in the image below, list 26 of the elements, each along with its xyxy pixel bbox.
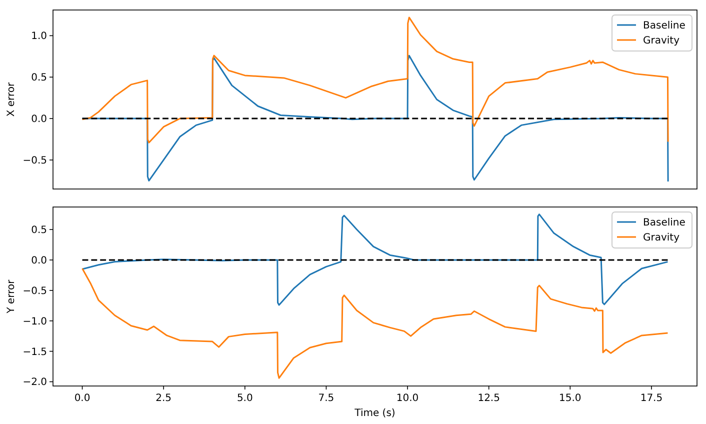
y-tick-label: −1.0	[22, 316, 47, 328]
legend-label: Gravity	[643, 36, 680, 46]
legend-label: Baseline	[643, 20, 686, 32]
x-tick-label: 0.0	[74, 393, 90, 404]
y-tick-label: 0.0	[31, 255, 47, 266]
y-tick-label: −0.5	[22, 286, 47, 297]
y-tick-label: 0.0	[31, 114, 47, 126]
x-tick-label: 17.5	[640, 393, 663, 404]
y-tick-label: 1.0	[31, 31, 47, 42]
line-series	[82, 268, 668, 379]
y-axis-title: X error	[6, 82, 17, 117]
x-tick-label: 12.5	[478, 393, 500, 404]
x-axis-title: Time (s)	[354, 408, 396, 419]
x-tick-label: 2.5	[156, 393, 172, 404]
y-tick-label: 0.5	[31, 72, 47, 84]
y-tick-label: −1.5	[22, 346, 47, 358]
x-tick-label: 15.0	[559, 393, 582, 404]
y-tick-label: −2.0	[22, 377, 47, 388]
legend-label: Gravity	[643, 232, 680, 244]
x-tick-label: 7.5	[318, 393, 334, 404]
y-tick-label: 0.5	[31, 225, 47, 236]
x-tick-label: 5.0	[236, 393, 253, 404]
x-tick-label: 10.0	[396, 393, 419, 404]
y-tick-label: −0.5	[22, 155, 47, 166]
y-axis-title: Y error	[6, 278, 17, 314]
legend-label: Baseline	[643, 218, 686, 228]
